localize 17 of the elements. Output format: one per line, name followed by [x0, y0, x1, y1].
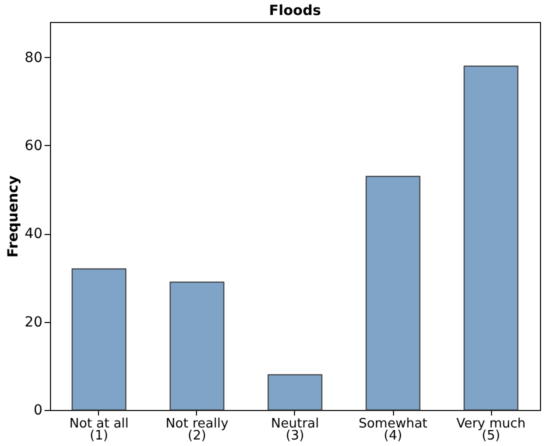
bar: [366, 176, 420, 410]
y-tick-label: 40: [24, 226, 42, 242]
y-tick-label: 0: [34, 402, 42, 418]
chart-title: Floods: [269, 3, 321, 19]
y-tick-label: 20: [24, 314, 42, 330]
y-tick-label: 60: [24, 138, 42, 154]
bar: [464, 66, 518, 410]
x-tick-label: Neutral (3): [271, 416, 319, 444]
bar: [72, 268, 126, 410]
x-tick-label: Not really (2): [166, 416, 229, 444]
bar: [268, 374, 322, 410]
bar: [170, 282, 224, 410]
x-tick-label: Somewhat (4): [358, 416, 428, 444]
y-tick-label: 80: [24, 50, 42, 66]
y-axis-title: Frequency: [6, 176, 22, 258]
x-tick-label: Not at all (1): [69, 416, 129, 444]
x-tick-label: Very much (5): [456, 416, 526, 444]
